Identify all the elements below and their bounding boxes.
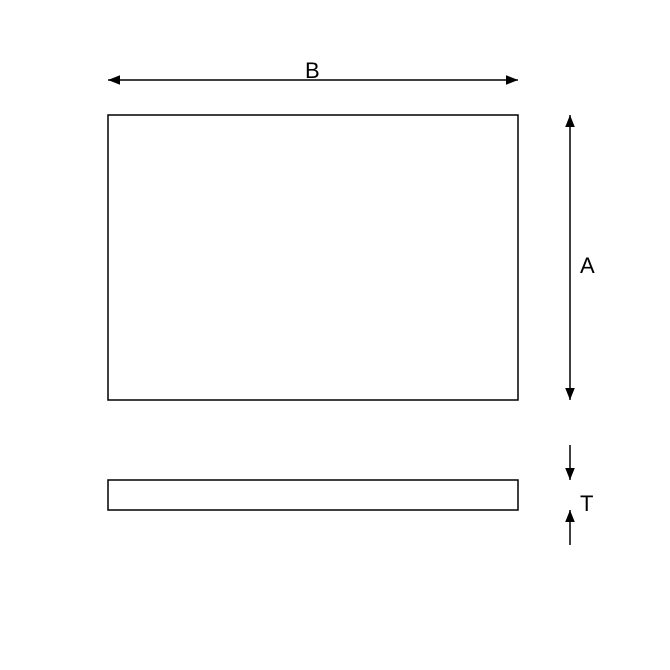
main-rectangle: [108, 115, 518, 400]
side-rectangle: [108, 480, 518, 510]
technical-diagram: [0, 0, 670, 670]
dimension-a: [565, 115, 575, 400]
dimension-t: [565, 445, 575, 545]
label-b: B: [305, 58, 320, 84]
label-a: A: [580, 253, 595, 279]
label-t: T: [580, 491, 593, 517]
